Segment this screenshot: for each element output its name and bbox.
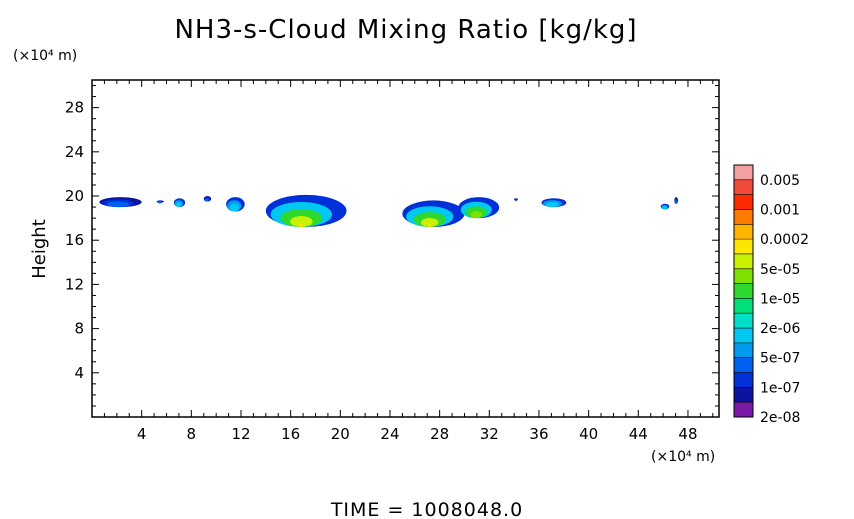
- cloud-layer: [674, 200, 677, 204]
- colorbar-swatch: [734, 253, 753, 270]
- y-tick-label: 16: [65, 231, 84, 249]
- colorbar-swatch: [734, 357, 753, 374]
- colorbar-swatch: [734, 239, 753, 255]
- cloud-patch: [514, 198, 518, 202]
- colorbar-swatch: [734, 179, 753, 196]
- colorbar-swatch: [734, 283, 753, 299]
- cloud-layer: [470, 210, 483, 219]
- cloud-field: [99, 194, 679, 227]
- colorbar-swatch: [734, 328, 753, 344]
- x-tick-label: 4: [137, 425, 147, 443]
- colorbar-swatch: [734, 402, 753, 418]
- time-footer: TIME = 1008048.0: [330, 499, 523, 519]
- colorbar-swatch: [734, 372, 753, 388]
- y-tick-label: 28: [65, 99, 84, 117]
- cloud-layer: [290, 216, 313, 227]
- colorbar-swatch: [734, 298, 753, 314]
- chart-title: NH3-s-Cloud Mixing Ratio [kg/kg]: [174, 15, 637, 45]
- cloud-patch: [226, 197, 245, 212]
- y-axis-label: Height: [29, 219, 50, 279]
- x-tick-label: 48: [678, 425, 697, 443]
- y-tick-label: 4: [74, 364, 84, 382]
- cloud-patch: [458, 197, 500, 219]
- y-tick-label: 20: [65, 187, 84, 205]
- colorbar-label: 0.001: [760, 202, 800, 218]
- colorbar-swatch: [734, 268, 753, 285]
- x-tick-label: 20: [331, 425, 350, 443]
- cloud-patch: [541, 198, 567, 208]
- colorbar-label: 2e-08: [760, 410, 800, 426]
- cloud-layer: [421, 217, 439, 227]
- cloud-patch: [99, 197, 142, 208]
- cloud-patch: [660, 203, 670, 210]
- cloud-layer: [299, 223, 303, 227]
- colorbar-swatch: [734, 165, 753, 181]
- cloud-patch: [674, 197, 679, 204]
- cloud-patch: [402, 200, 465, 227]
- cloud-layer: [229, 203, 240, 212]
- x-tick-label: 8: [187, 425, 197, 443]
- cloud-layer: [545, 202, 559, 208]
- cloud-layer: [205, 198, 209, 202]
- x-unit-label: (×10⁴ m): [651, 449, 715, 465]
- colorbar-swatch: [734, 342, 753, 359]
- colorbar-swatch: [734, 387, 753, 403]
- cloud-layer: [157, 201, 162, 204]
- cloud-patch: [203, 196, 212, 202]
- colorbar-label: 1e-05: [760, 291, 800, 307]
- colorbar-swatch: [734, 194, 753, 210]
- x-tick-label: 36: [529, 425, 548, 443]
- x-tick-label: 24: [380, 425, 399, 443]
- cloud-layer: [107, 201, 129, 208]
- colorbar-label: 0.0002: [760, 232, 809, 248]
- x-tick-label: 32: [480, 425, 499, 443]
- colorbar-swatch: [734, 209, 753, 225]
- colorbar-label: 5e-07: [760, 351, 800, 367]
- plot-frame: [91, 79, 720, 418]
- colorbar-label: 5e-05: [760, 262, 800, 278]
- y-tick-label: 24: [65, 143, 84, 161]
- cloud-patch: [265, 194, 347, 227]
- colorbar-swatch: [734, 224, 753, 240]
- x-tick-label: 16: [281, 425, 300, 443]
- cloud-layer: [662, 206, 667, 210]
- cloud-patch: [173, 198, 186, 208]
- x-tick-label: 12: [231, 425, 250, 443]
- cloud-layer: [428, 223, 431, 227]
- colorbar-label: 1e-07: [760, 380, 800, 396]
- y-tick-label: 8: [74, 320, 84, 338]
- x-tick-label: 44: [629, 425, 648, 443]
- cloud-layer: [514, 199, 517, 202]
- cloud-layer: [175, 202, 182, 208]
- y-tick-label: 12: [65, 275, 84, 293]
- colorbar-swatch: [734, 313, 753, 329]
- y-unit-label: (×10⁴ m): [13, 48, 77, 64]
- x-tick-label: 28: [430, 425, 449, 443]
- colorbar-label: 0.005: [760, 173, 800, 189]
- colorbar-label: 2e-06: [760, 321, 800, 337]
- colorbar-frame: [733, 164, 754, 418]
- cloud-patch: [156, 200, 165, 204]
- colorbar: 0.005 0.001 0.0002 5e-05 1e-05 2e-06 5e-07 1e-0…: [733, 164, 809, 426]
- x-tick-label: 40: [579, 425, 598, 443]
